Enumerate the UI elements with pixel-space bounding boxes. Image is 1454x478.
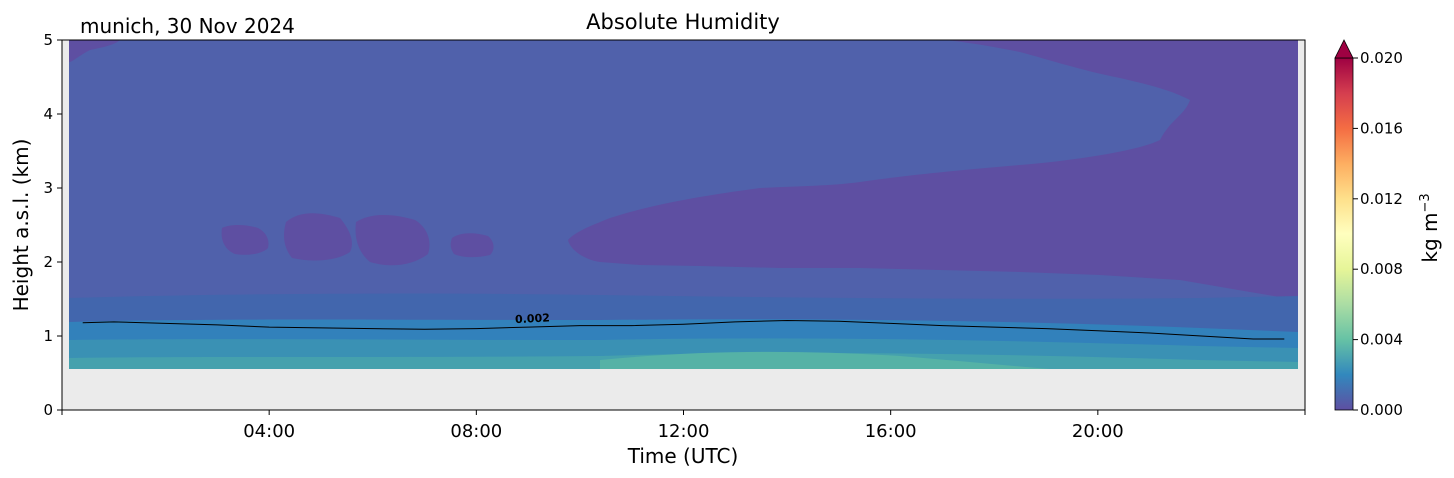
- humidity-patch-3: [355, 215, 430, 266]
- x-tick-label: 08:00: [450, 421, 502, 442]
- x-tick-label: 12:00: [658, 421, 710, 442]
- humidity-band-0.004: [600, 351, 1050, 369]
- y-tick-label: 4: [43, 105, 53, 123]
- humidity-patch-1: [221, 225, 269, 255]
- y-tick-label: 2: [43, 253, 53, 271]
- colorbar-gradient: [1334, 57, 1354, 411]
- x-tick-label: 16:00: [865, 421, 917, 442]
- colorbar-label: kg m−3: [1418, 193, 1442, 262]
- colorbar-tick-label: 0.008: [1360, 260, 1403, 278]
- x-tick-label: 04:00: [243, 421, 295, 442]
- x-axis: 04:00 08:00 12:00 16:00 20:00: [61, 410, 1306, 442]
- y-tick-label: 0: [43, 401, 53, 419]
- humidity-patch-4: [450, 233, 494, 258]
- y-tick-label: 1: [43, 327, 53, 345]
- colorbar-tick-label: 0.020: [1360, 49, 1403, 67]
- chart-title: Absolute Humidity: [586, 10, 780, 34]
- colorbar-tick-label: 0.012: [1360, 190, 1403, 208]
- y-tick-label: 5: [43, 31, 53, 49]
- humidity-patch-2: [284, 213, 352, 261]
- contour-line-0.002: [82, 319, 1285, 340]
- colorbar-tick-label: 0.000: [1360, 401, 1403, 419]
- y-tick-label: 3: [43, 179, 53, 197]
- colorbar: 0.000 0.004 0.008 0.012 0.016 0.020 kg m−3: [1334, 39, 1442, 419]
- colorbar-extend-arrow: [1334, 39, 1354, 59]
- humidity-band-lowest-top-left: [69, 40, 120, 62]
- chart-subtitle: munich, 30 Nov 2024: [80, 14, 295, 38]
- x-axis-label: Time (UTC): [627, 444, 739, 468]
- y-axis: 0 1 2 3 4 5: [43, 31, 62, 419]
- colorbar-tick-label: 0.004: [1360, 331, 1403, 349]
- x-tick-label: 20:00: [1072, 421, 1124, 442]
- y-axis-label: Height a.s.l. (km): [9, 139, 33, 312]
- contour-label: 0.002: [515, 311, 550, 326]
- colorbar-tick-label: 0.016: [1360, 119, 1403, 137]
- humidity-band-lowest-upper: [568, 40, 1298, 300]
